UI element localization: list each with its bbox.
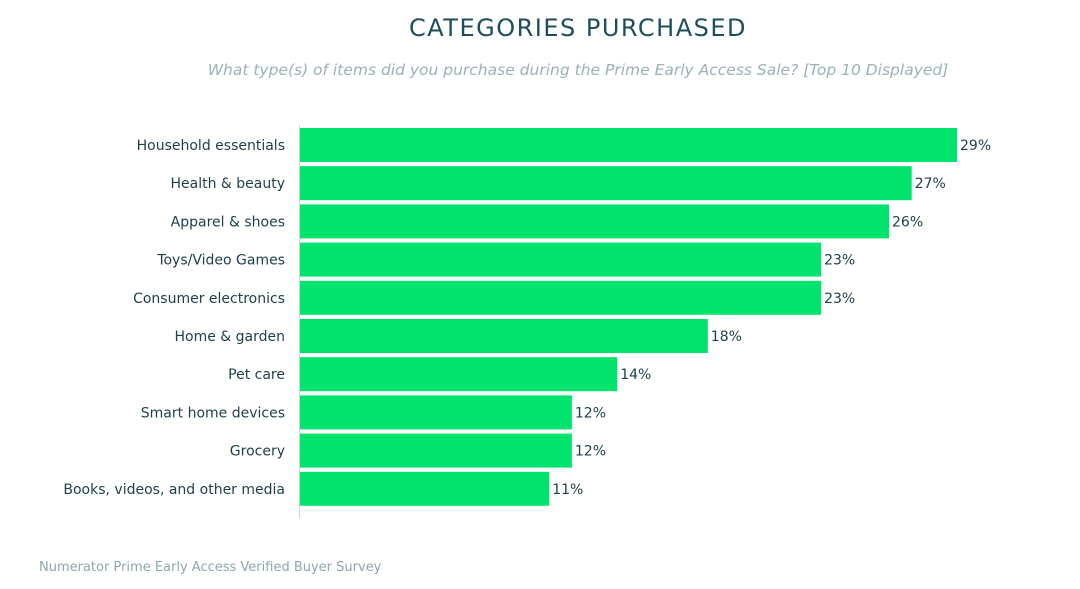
category-label: Toys/Video Games bbox=[156, 253, 285, 269]
category-label: Pet care bbox=[228, 367, 285, 383]
value-label: 14% bbox=[620, 367, 651, 383]
category-label: Health & beauty bbox=[170, 176, 285, 192]
value-label: 23% bbox=[824, 253, 855, 269]
category-label: Books, videos, and other media bbox=[63, 482, 285, 498]
bar bbox=[300, 242, 822, 277]
value-label: 11% bbox=[552, 482, 583, 498]
category-label: Grocery bbox=[230, 444, 285, 460]
bar bbox=[300, 433, 572, 468]
bar bbox=[300, 128, 957, 162]
value-label: 12% bbox=[575, 444, 606, 460]
category-label: Smart home devices bbox=[141, 405, 285, 421]
value-label: 18% bbox=[711, 329, 742, 345]
category-label: Home & garden bbox=[174, 329, 285, 345]
bar bbox=[300, 280, 822, 315]
category-label: Consumer electronics bbox=[133, 291, 285, 307]
bars-group: Household essentials 29% Health & beauty 27… bbox=[63, 128, 991, 506]
value-label: 29% bbox=[960, 138, 991, 154]
bar bbox=[300, 166, 912, 201]
value-label: 26% bbox=[892, 214, 923, 230]
bar bbox=[300, 471, 550, 506]
value-label: 12% bbox=[575, 405, 606, 421]
bar bbox=[300, 319, 708, 353]
category-label: Household essentials bbox=[137, 138, 285, 154]
category-label: Apparel & shoes bbox=[171, 214, 285, 230]
value-label: 23% bbox=[824, 291, 855, 307]
value-label: 27% bbox=[915, 176, 946, 192]
chart-subtitle: What type(s) of items did you purchase d… bbox=[207, 61, 949, 79]
bar bbox=[300, 357, 618, 392]
bar bbox=[300, 204, 889, 239]
chart-title: CATEGORIES PURCHASED bbox=[408, 14, 748, 42]
source-note: Numerator Prime Early Access Verified Bu… bbox=[39, 560, 382, 575]
bar bbox=[300, 395, 572, 430]
